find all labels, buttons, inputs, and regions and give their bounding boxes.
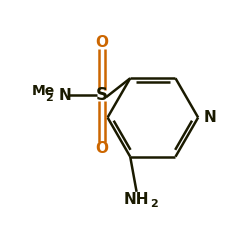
Text: NH: NH	[124, 192, 149, 208]
Text: Me: Me	[32, 84, 55, 98]
Text: 2: 2	[45, 93, 53, 103]
Text: O: O	[95, 141, 108, 156]
Text: N: N	[203, 110, 216, 125]
Text: S: S	[96, 86, 108, 104]
Text: 2: 2	[150, 199, 158, 209]
Text: O: O	[95, 35, 108, 50]
Text: N: N	[58, 88, 71, 103]
